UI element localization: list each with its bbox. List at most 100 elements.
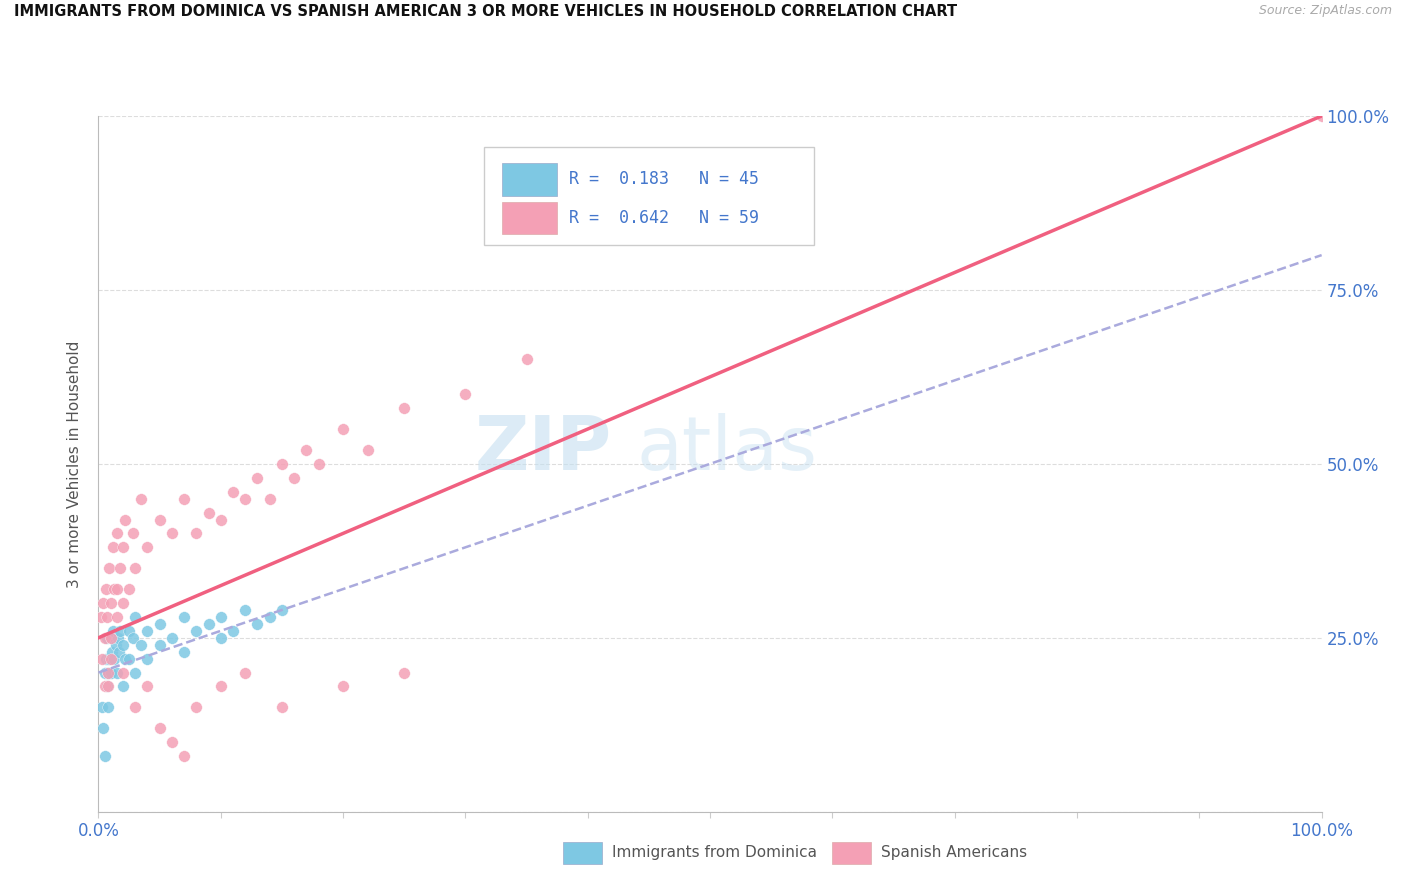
Point	[103, 582, 125, 596]
Point	[100, 596, 122, 610]
FancyBboxPatch shape	[564, 842, 602, 863]
Point	[197, 506, 219, 520]
Point	[100, 665, 122, 680]
Point	[149, 721, 172, 735]
Point	[101, 541, 124, 555]
Point	[93, 680, 115, 694]
Point	[233, 491, 256, 506]
Point	[136, 651, 159, 665]
Point	[233, 665, 256, 680]
FancyBboxPatch shape	[484, 147, 814, 244]
Point	[209, 631, 232, 645]
Point	[105, 582, 128, 596]
Point	[104, 638, 127, 652]
Point	[160, 631, 183, 645]
Text: R =  0.183   N = 45: R = 0.183 N = 45	[569, 170, 759, 188]
Point	[186, 624, 208, 638]
Point	[270, 700, 294, 714]
Point	[100, 631, 122, 645]
Text: Spanish Americans: Spanish Americans	[882, 846, 1028, 860]
Text: R =  0.642   N = 59: R = 0.642 N = 59	[569, 209, 759, 227]
Point	[173, 645, 195, 659]
Point	[222, 624, 245, 638]
Point	[111, 680, 134, 694]
Point	[94, 582, 117, 596]
Point	[209, 680, 232, 694]
Point	[105, 665, 128, 680]
Point	[173, 610, 195, 624]
Point	[149, 616, 172, 631]
Text: ZIP: ZIP	[475, 413, 612, 486]
Point	[111, 638, 134, 652]
Point	[121, 526, 143, 541]
Point	[100, 631, 122, 645]
Point	[124, 610, 146, 624]
Point	[100, 651, 122, 665]
Point	[118, 582, 141, 596]
Point	[118, 624, 141, 638]
Point	[124, 665, 146, 680]
Point	[173, 491, 195, 506]
Point	[270, 603, 294, 617]
Point	[91, 700, 114, 714]
Point	[246, 616, 269, 631]
Point	[110, 624, 132, 638]
Point	[121, 631, 143, 645]
Text: IMMIGRANTS FROM DOMINICA VS SPANISH AMERICAN 3 OR MORE VEHICLES IN HOUSEHOLD COR: IMMIGRANTS FROM DOMINICA VS SPANISH AMER…	[14, 4, 957, 20]
Point	[173, 749, 195, 764]
Point	[516, 352, 538, 367]
Point	[283, 471, 305, 485]
Point	[90, 610, 112, 624]
FancyBboxPatch shape	[832, 842, 872, 863]
Point	[96, 680, 118, 694]
Point	[97, 680, 120, 694]
Point	[98, 651, 121, 665]
Point	[186, 526, 208, 541]
Point	[233, 603, 256, 617]
Point	[246, 471, 269, 485]
Point	[149, 512, 172, 526]
Point	[124, 700, 146, 714]
Point	[93, 749, 115, 764]
Point	[332, 422, 354, 436]
FancyBboxPatch shape	[502, 202, 557, 235]
Point	[94, 651, 117, 665]
Point	[101, 624, 124, 638]
Point	[1310, 109, 1333, 123]
Point	[222, 484, 245, 499]
Point	[136, 541, 159, 555]
Point	[186, 700, 208, 714]
Text: atlas: atlas	[637, 413, 818, 486]
Point	[209, 512, 232, 526]
Point	[270, 457, 294, 471]
Point	[160, 735, 183, 749]
Y-axis label: 3 or more Vehicles in Household: 3 or more Vehicles in Household	[67, 340, 83, 588]
Point	[91, 651, 114, 665]
Point	[107, 631, 129, 645]
Point	[111, 665, 134, 680]
Point	[308, 457, 330, 471]
Text: Source: ZipAtlas.com: Source: ZipAtlas.com	[1258, 4, 1392, 18]
Point	[114, 512, 136, 526]
Point	[392, 401, 416, 416]
Point	[93, 631, 115, 645]
Point	[356, 442, 378, 457]
Point	[129, 491, 152, 506]
Point	[209, 610, 232, 624]
Text: Immigrants from Dominica: Immigrants from Dominica	[612, 846, 817, 860]
Point	[259, 491, 281, 506]
Point	[197, 616, 219, 631]
Point	[332, 680, 354, 694]
Point	[91, 721, 114, 735]
Point	[129, 638, 152, 652]
Point	[97, 665, 120, 680]
Point	[98, 561, 121, 575]
Point	[295, 442, 318, 457]
Point	[160, 526, 183, 541]
Point	[93, 665, 115, 680]
Point	[136, 680, 159, 694]
Point	[259, 610, 281, 624]
Point	[136, 624, 159, 638]
Point	[91, 596, 114, 610]
Point	[105, 610, 128, 624]
